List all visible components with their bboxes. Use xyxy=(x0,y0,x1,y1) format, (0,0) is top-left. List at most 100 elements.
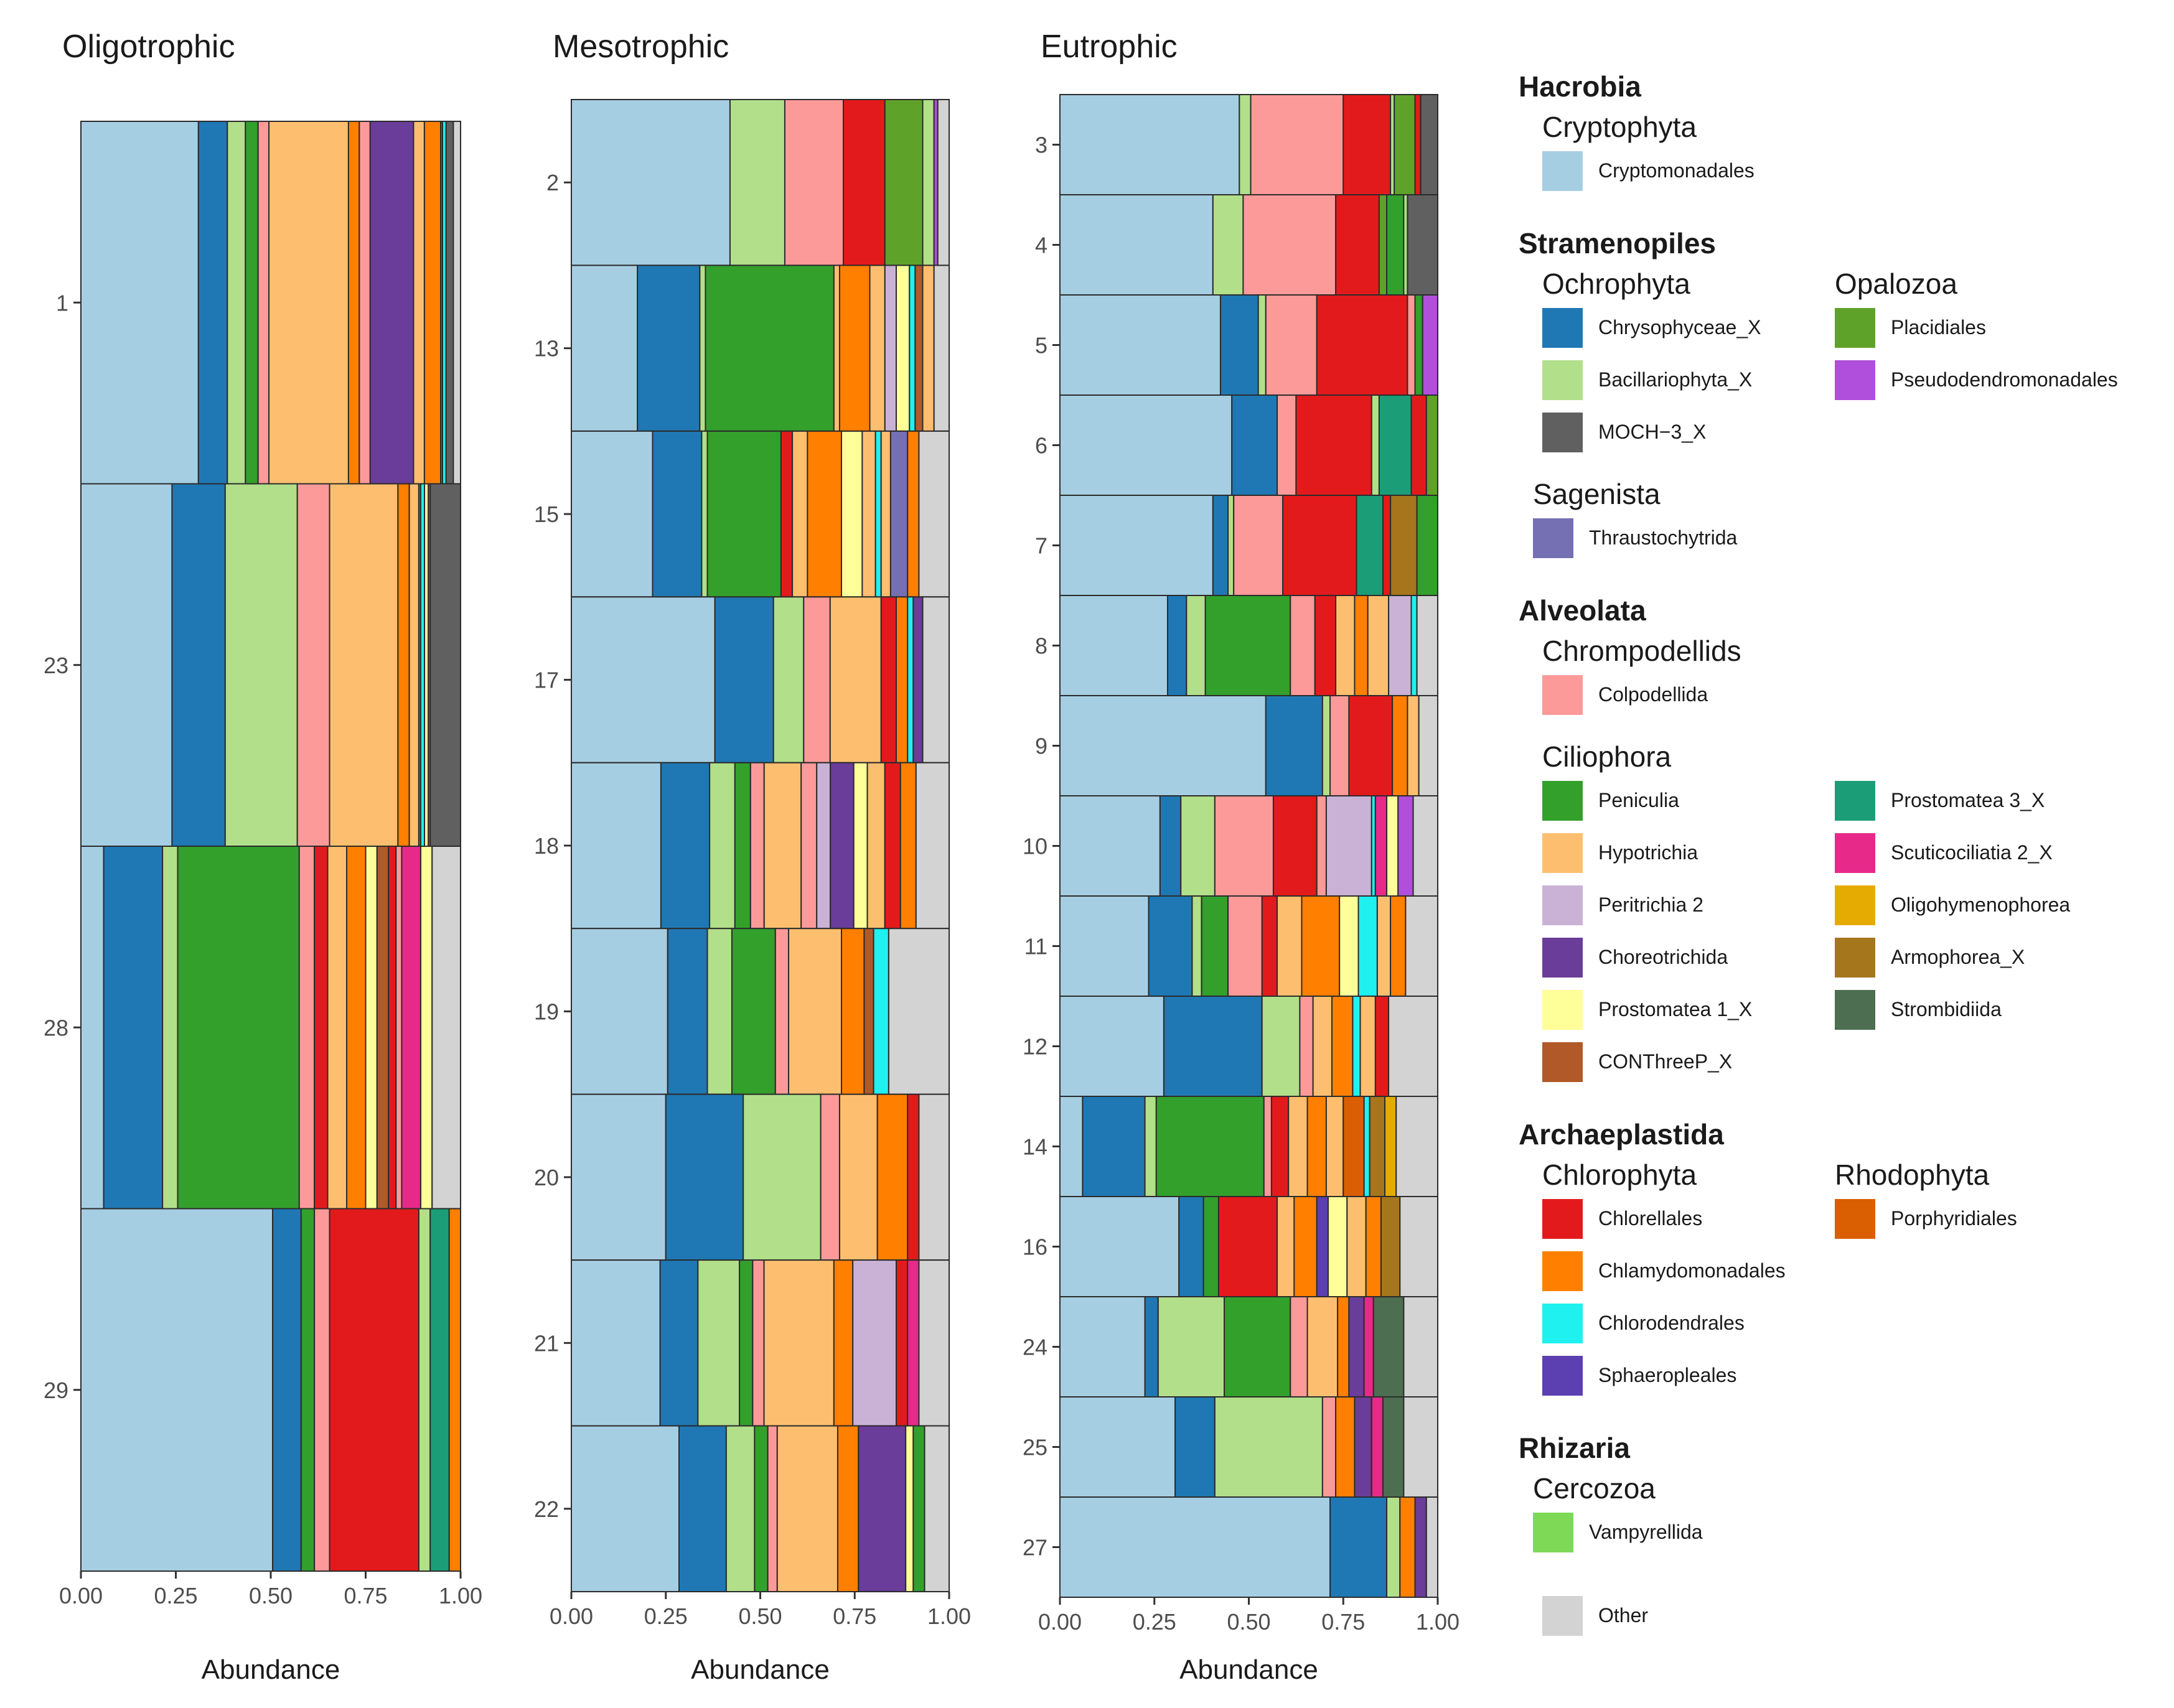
legend-label: Placidiales xyxy=(1891,316,1986,338)
y-tick-label: 8 xyxy=(1035,633,1047,659)
bar-segment-chlamydomonadales xyxy=(346,846,367,1210)
bar-sample-3 xyxy=(1059,94,1438,195)
bar-segment-cryptomonadales xyxy=(1059,394,1233,496)
bar-segment-other xyxy=(1418,695,1438,796)
bar-segment-chlorellales xyxy=(1342,94,1392,195)
legend-label: Other xyxy=(1598,1604,1648,1626)
bar-segment-chlamydomonadales xyxy=(397,483,410,847)
bar-segment-choreotrichida xyxy=(1354,1396,1372,1498)
legend-label: Thraustochytrida xyxy=(1589,526,1738,549)
bar-segment-chlorellales xyxy=(1335,194,1380,296)
bar-segment-bacillariophyta-x xyxy=(729,99,785,266)
bar-segment-chrysophyceae-x xyxy=(1178,1196,1204,1297)
bar-segment-hypotrichia xyxy=(1312,996,1333,1097)
bar-segment-choreotrichida xyxy=(1414,1496,1427,1598)
bar-segment-choreotrichida xyxy=(912,596,924,763)
legend-label: Choreotrichida xyxy=(1598,946,1728,968)
bar-segment-chlorellales xyxy=(907,1093,920,1261)
bar-segment-porphyridiales xyxy=(1342,1096,1365,1197)
bar-segment-bacillariophyta-x xyxy=(1321,695,1331,796)
legend-group-stramenopiles: Stramenopiles Ochrophyta Chrysophyceae_X Ba… xyxy=(1519,227,2118,558)
x-tick-label: 0.25 xyxy=(644,1603,688,1629)
y-tick-label: 15 xyxy=(534,502,559,527)
bar-segment-moch-3-x xyxy=(1420,94,1438,195)
bar-segment-colpodellida xyxy=(800,762,818,930)
bar-segment-hypotrichia xyxy=(1306,1296,1339,1398)
bar-sample-18 xyxy=(571,762,950,930)
bar-segment-chrysophyceae-x xyxy=(678,1425,727,1593)
bar-segment-cryptomonadales xyxy=(1059,595,1168,696)
bar-segment-colpodellida xyxy=(774,928,790,1095)
bar-segment-cryptomonadales xyxy=(1059,795,1161,897)
bar-segment-hypotrichia xyxy=(327,846,347,1210)
bar-segment-chrysophyceae-x xyxy=(197,121,228,485)
bar-segment-armophorea-x xyxy=(1380,1196,1401,1297)
bar-segment-cryptomonadales xyxy=(1059,895,1150,997)
legend-subgroup-cercozoa: Cercozoa Vampyrellida xyxy=(1533,1472,1703,1552)
bar-segment-peritrichia-2 xyxy=(1388,595,1412,696)
y-tick-label: 3 xyxy=(1035,133,1047,158)
bar-segment-chrysophyceae-x xyxy=(1329,1496,1388,1598)
bar-sample-17 xyxy=(571,596,950,763)
bar-sample-6 xyxy=(1059,394,1439,496)
bar-segment-chrysophyceae-x xyxy=(1265,695,1323,796)
bar-segment-cryptomonadales xyxy=(1059,1396,1176,1498)
panel-oligotrophic: Oligotrophic 1 23 28 29 0.00 0.25 0.50 0.75 1.00 A… xyxy=(44,29,482,1685)
legend-key-porphyridiales xyxy=(1835,1199,1875,1239)
legend-key-thraustochytrida xyxy=(1533,518,1573,558)
bar-segment-colpodellida xyxy=(1242,194,1337,296)
bar-segment-chrysophyceae-x xyxy=(1082,1096,1146,1197)
bar-sample-15 xyxy=(571,430,950,598)
bar-segment-hypotrichia xyxy=(1407,695,1420,796)
bar-segment-colpodellida xyxy=(296,483,330,847)
bar-segment-chlamydomonadales xyxy=(448,1208,462,1572)
bar-segment-other xyxy=(1405,895,1438,997)
bar-segment-other xyxy=(937,99,950,266)
bar-segment-chlamydomonadales xyxy=(907,430,920,598)
bar-segment-chlamydomonadales xyxy=(347,121,360,485)
bar-segment-bacillariophyta-x xyxy=(1227,495,1235,596)
bar-segment-peniculia xyxy=(1201,895,1229,997)
y-tick-label: 12 xyxy=(1023,1034,1047,1060)
legend-subgroup-rhodophyta: Rhodophyta Porphyridiales xyxy=(1835,1159,2017,1239)
bar-segment-sphaeropleales xyxy=(1316,1196,1329,1297)
x-tick-label: 0.00 xyxy=(59,1583,103,1608)
x-tick-label: 0.75 xyxy=(833,1603,876,1629)
bar-segment-bacillariophyta-x xyxy=(743,1093,822,1261)
bar-segment-colpodellida xyxy=(395,846,403,1210)
bar-segment-chlamydomonadales xyxy=(876,1093,909,1261)
bar-segment-bacillariophyta-x xyxy=(697,1259,741,1427)
bar-segment-chlorellales xyxy=(388,846,397,1210)
bar-segment-cryptomonadales xyxy=(1059,1296,1146,1398)
x-axis-title: Abundance xyxy=(1179,1654,1318,1685)
legend-label: Oligohymenophorea xyxy=(1891,894,2070,916)
y-tick-label: 10 xyxy=(1023,834,1047,859)
bar-sample-24 xyxy=(1059,1296,1439,1398)
bar-segment-scuticociliatia-2-x xyxy=(1370,1396,1384,1498)
bar-segment-colpodellida xyxy=(1265,294,1318,396)
bar-segment-bacillariophyta-x xyxy=(709,762,736,930)
bar-segment-other xyxy=(888,928,950,1095)
bar-segment-chrysophyceae-x xyxy=(659,1259,699,1427)
bar-segment-hypotrichia xyxy=(1359,996,1376,1097)
bar-segment-colpodellida xyxy=(1290,595,1316,696)
legend-label: Chlorodendrales xyxy=(1598,1312,1745,1334)
bar-segment-chlorellales xyxy=(1295,394,1372,496)
legend-key-prostomatea-1-x xyxy=(1542,990,1583,1030)
bar-segment-chlamydomonadales xyxy=(423,121,442,485)
bar-segment-hypotrichia xyxy=(1376,895,1392,997)
bar-segment-chlorodendrales xyxy=(874,430,882,598)
bar-segment-peniculia xyxy=(912,1425,925,1593)
bar-segment-cryptomonadales xyxy=(571,264,639,432)
bar-segment-placidiales xyxy=(884,99,924,266)
legend-group-hacrobia: Hacrobia Cryptophyta Cryptomonadales xyxy=(1519,70,1755,191)
legend-label: Colpodellida xyxy=(1598,683,1708,706)
legend-key-scuticociliatia-2-x xyxy=(1835,833,1875,873)
bar-segment-hypotrichia xyxy=(1277,1196,1295,1297)
bar-segment-prostomatea-1-x xyxy=(853,762,868,930)
bar-segment-hypotrichia xyxy=(763,1259,835,1427)
bar-segment-chlorellales xyxy=(843,99,886,266)
bar-segment-moch-3-x xyxy=(445,121,454,485)
bar-segment-cryptomonadales xyxy=(1059,495,1214,596)
